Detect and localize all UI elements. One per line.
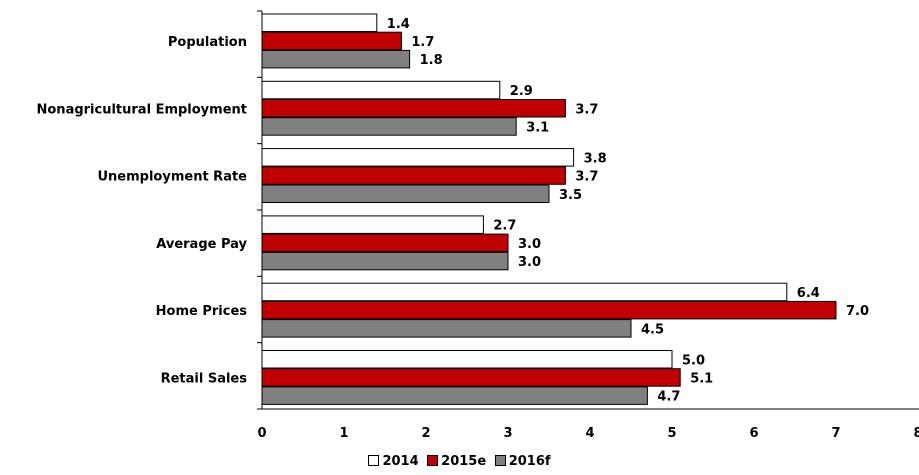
bar-2014-0 (261, 13, 378, 32)
category-label-0: Population (168, 35, 247, 50)
data-label-2016f-3: 3.0 (518, 255, 541, 270)
category-label-5: Retail Sales (161, 371, 248, 386)
bar-2014-1 (261, 80, 501, 100)
bar-2015e-3 (261, 233, 509, 253)
data-label-2014-5: 5.0 (682, 353, 705, 368)
legend-label-2016f: 2016f (508, 454, 551, 469)
bar-2016f-3 (261, 251, 509, 271)
data-label-2016f-5: 4.7 (657, 390, 680, 405)
x-tick-label-7: 7 (831, 426, 840, 441)
legend-label-2014: 2014 (382, 454, 419, 469)
bar-2015e-2 (261, 166, 566, 185)
legend-item-2014: 2014 (368, 454, 419, 469)
data-label-2014-0: 1.4 (387, 17, 410, 32)
bar-2016f-0 (261, 49, 411, 69)
legend-item-2016f: 2016f (494, 454, 551, 469)
legend-swatch-2016f (494, 455, 506, 466)
data-label-2015e-3: 3.0 (518, 237, 541, 252)
data-label-2014-2: 3.8 (584, 151, 607, 166)
bar-2015e-1 (261, 99, 566, 118)
x-tick-label-3: 3 (503, 426, 512, 441)
bar-2014-4 (261, 282, 788, 302)
data-label-2016f-0: 1.8 (420, 53, 443, 68)
legend-label-2015e: 2015e (441, 454, 487, 469)
x-tick-label-1: 1 (339, 426, 348, 441)
data-label-2015e-5: 5.1 (690, 371, 713, 386)
bar-2014-2 (261, 148, 575, 167)
bar-2016f-4 (261, 319, 632, 338)
x-tick-label-8: 8 (913, 426, 919, 441)
legend-swatch-2015e (427, 455, 439, 466)
data-label-2016f-4: 4.5 (641, 322, 664, 337)
x-tick-label-6: 6 (749, 426, 758, 441)
x-tick-label-4: 4 (585, 426, 594, 441)
x-tick-label-5: 5 (667, 426, 676, 441)
data-label-2015e-4: 7.0 (846, 304, 869, 319)
data-label-2016f-2: 3.5 (559, 188, 582, 203)
x-tick-label-0: 0 (257, 426, 266, 441)
bar-2016f-5 (261, 386, 648, 405)
bar-2015e-0 (261, 31, 402, 51)
bar-2016f-1 (261, 117, 517, 136)
bar-2015e-5 (261, 368, 681, 387)
data-label-2016f-1: 3.1 (526, 120, 549, 135)
legend-swatch-2014 (368, 455, 380, 466)
data-label-2014-3: 2.7 (493, 219, 516, 234)
bar-2015e-4 (261, 300, 837, 320)
x-tick-label-2: 2 (421, 426, 430, 441)
data-label-2015e-0: 1.7 (411, 35, 434, 50)
category-label-1: Nonagricultural Employment (37, 102, 248, 117)
bar-2014-5 (261, 350, 673, 369)
category-label-4: Home Prices (156, 304, 248, 319)
legend-item-2015e: 2015e (427, 454, 486, 469)
data-label-2015e-2: 3.7 (575, 170, 598, 185)
legend: 2014 2015e 2016f (0, 454, 919, 469)
data-label-2015e-1: 3.7 (575, 102, 598, 117)
data-label-2014-1: 2.9 (510, 84, 533, 99)
category-label-2: Unemployment Rate (97, 170, 247, 185)
bar-2016f-2 (261, 184, 550, 203)
bar-2014-3 (261, 215, 484, 234)
category-label-3: Average Pay (156, 237, 247, 252)
data-label-2014-4: 6.4 (797, 286, 820, 301)
